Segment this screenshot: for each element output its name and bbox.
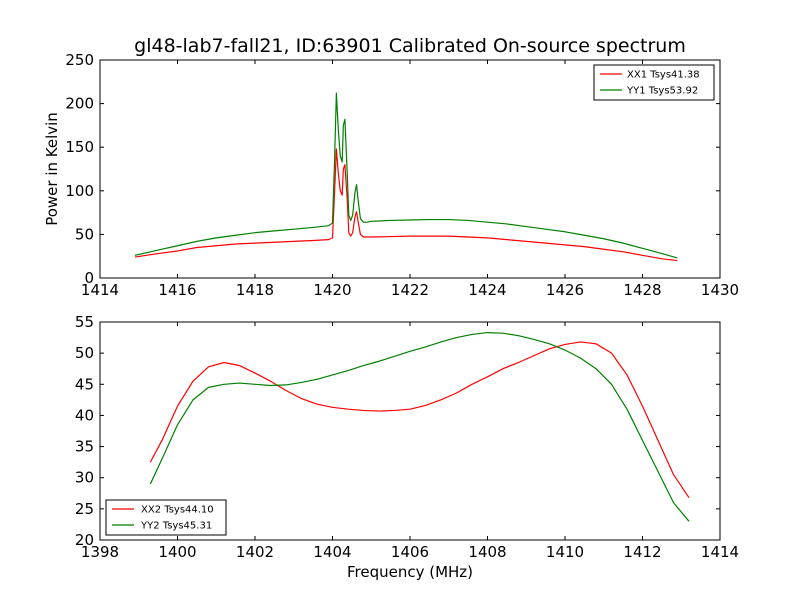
bottom-x-tick-label: 1412 [623,543,661,561]
bottom-x-tick-label: 1400 [158,543,196,561]
bottom-legend-label-xx2: XX2 Tsys44.10 [141,505,214,516]
bottom-y-tick-label: 25 [75,500,94,518]
top-y-tick-label: 100 [65,182,94,200]
top-legend-label-xx1: XX1 Tsys41.38 [627,70,700,81]
top-x-tick-label: 1426 [546,281,584,299]
bottom-y-tick-label: 20 [75,531,94,549]
top-legend-box [593,64,715,101]
bottom-x-axis-label: Frequency (MHz) [347,563,473,581]
bottom-legend: XX2 Tsys44.10 YY2 Tsys45.31 [105,499,227,536]
top-x-tick-label: 1414 [81,281,119,299]
top-axis-ticks: 1414 1416 1418 1420 1422 1424 1426 1428 1430 0 50 1… [65,51,739,299]
bottom-y-tick-label: 40 [75,406,94,424]
top-x-tick-label: 1430 [701,281,739,299]
top-legend: XX1 Tsys41.38 YY1 Tsys53.92 [593,64,715,101]
top-x-tick-label: 1422 [391,281,429,299]
top-y-axis-label: Power in Kelvin [43,112,61,226]
top-x-tick-label: 1418 [236,281,274,299]
bottom-x-tick-label: 1408 [468,543,506,561]
bottom-x-tick-label: 1404 [313,543,351,561]
top-x-tick-label: 1420 [313,281,351,299]
bottom-x-tick-label: 1406 [391,543,429,561]
bottom-y-tick-label: 30 [75,469,94,487]
bottom-legend-label-yy2: YY2 Tsys45.31 [140,521,212,532]
bottom-panel: 1398 1400 1402 1404 1406 1408 1410 1412 1414 20 25… [75,313,739,581]
bottom-series-line-1 [149,331,690,522]
bottom-y-tick-label: 45 [75,375,94,393]
top-y-tick-label: 50 [75,225,94,243]
bottom-x-tick-label: 1398 [81,543,119,561]
top-y-tick-label: 150 [65,138,94,156]
bottom-axis-ticks: 1398 1400 1402 1404 1406 1408 1410 1412 1414 20 25… [75,313,739,561]
top-panel: gl48-lab7-fall21, ID:63901 Calibrated On… [43,35,739,299]
top-x-tick-label: 1424 [468,281,506,299]
bottom-x-tick-label: 1414 [701,543,739,561]
bottom-legend-box [105,499,227,536]
bottom-x-tick-label: 1402 [236,543,274,561]
top-y-tick-label: 250 [65,51,94,69]
bottom-y-tick-label: 50 [75,344,94,362]
bottom-y-tick-label: 35 [75,438,94,456]
top-series-line-0 [134,148,678,262]
top-y-tick-label: 200 [65,95,94,113]
top-legend-label-yy1: YY1 Tsys53.92 [626,86,698,97]
top-chart-title: gl48-lab7-fall21, ID:63901 Calibrated On… [134,35,686,57]
top-x-tick-label: 1428 [623,281,661,299]
top-series-line-1 [134,92,678,259]
top-plot-area [134,92,678,262]
bottom-series-line-0 [149,341,690,498]
bottom-x-tick-label: 1410 [546,543,584,561]
bottom-y-tick-label: 55 [75,313,94,331]
top-y-tick-label: 0 [84,269,94,287]
bottom-plot-area [149,331,690,522]
top-x-tick-label: 1416 [158,281,196,299]
